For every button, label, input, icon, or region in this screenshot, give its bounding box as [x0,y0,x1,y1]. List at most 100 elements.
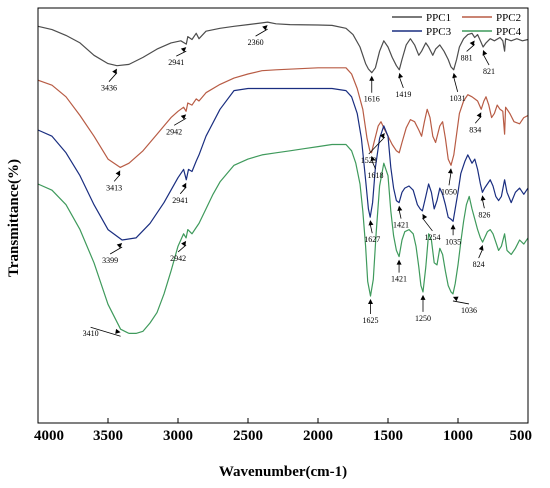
peak-label: 1627 [364,235,380,244]
peak-annotation: 1618 [367,155,383,180]
peak-annotation: 1035 [445,224,461,246]
peak-label: 821 [483,67,495,76]
peak-annotation: 3399 [102,242,123,265]
peak-annotation: 1050 [441,168,457,196]
annotation-arrow-shaft [448,172,452,186]
x-tick-label: 1000 [443,428,473,444]
annotation-arrow-head [396,259,402,265]
peak-annotation: 2942 [170,240,187,263]
peak-annotation: 881 [461,40,475,62]
peak-annotation: 824 [473,245,485,269]
peak-label: 824 [473,260,485,269]
peak-annotation: 1250 [415,294,431,323]
peak-label: 1616 [364,95,380,104]
x-tick-label: 2000 [303,428,333,444]
x-tick-label: 1500 [373,428,403,444]
peak-annotation: 1031 [450,72,466,103]
peak-annotation: 1616 [364,75,380,104]
peak-label: 2941 [172,196,188,205]
peak-label: 1421 [393,221,409,230]
peak-label: 1031 [450,94,466,103]
peak-annotation: 1254 [422,213,440,242]
annotation-arrow-head [368,299,373,305]
annotation-arrow-shaft [453,76,459,92]
annotation-arrow-shaft [481,199,485,209]
legend-label: PPC3 [426,26,452,38]
annotation-arrow-shaft [452,300,470,305]
annotation-arrow-head [116,242,123,249]
annotation-arrow-shaft [474,115,482,124]
annotation-arrow-head [476,112,482,118]
peak-label: 3413 [106,183,122,192]
annotation-arrow-shaft [478,248,484,259]
peak-label: 1036 [461,306,477,315]
legend: PPC1 PPC2 PPC3 PPC4 [392,12,522,38]
legend-label: PPC1 [426,12,451,24]
annotation-arrow-shaft [482,53,490,66]
peak-annotation: 3410 [83,326,121,338]
peak-annotation: 821 [482,50,495,76]
annotation-arrow-shaft [176,50,187,57]
annotation-arrow-head [469,40,475,46]
annotation-arrow-head [369,75,375,81]
x-axis-title: Wavenumber(cm-1) [219,464,347,480]
peak-annotation: 1523 [361,133,386,165]
annotation-arrow-head [262,25,268,31]
annotation-arrow-head [112,68,117,75]
annotation-arrow-head [368,220,374,226]
peak-annotation: 3436 [101,68,118,93]
plot-frame [37,7,529,424]
peak-label: 826 [478,210,490,219]
annotation-arrow-head [397,205,403,211]
annotation-arrow-head [450,224,456,230]
peak-annotation: 2942 [166,114,187,136]
peak-annotation: 826 [478,195,490,219]
peak-annotation: 1419 [395,72,411,99]
annotation-arrow-head [452,296,459,302]
x-tick-label: 500 [510,428,533,444]
annotation-arrow-shaft [108,72,118,82]
annotation-arrow-shaft [113,174,121,182]
annotation-arrow-head [370,155,376,162]
annotation-arrow-head [478,245,484,251]
annotation-arrow-shaft [90,326,121,337]
annotation-arrow-head [181,240,187,247]
peak-label: 3436 [101,84,117,93]
annotation-arrow-shaft [369,224,373,234]
annotation-arrow-head [180,47,187,53]
annotation-arrow-head [181,182,187,189]
peak-label: 2942 [166,127,182,136]
annotation-arrow-shaft [398,76,404,88]
annotation-arrow-head [115,328,121,334]
series-line-ppc3 [37,87,529,241]
annotation-layer: 3436 2941 2360 1616 1419 1031 881 821 3413 2942 16… [83,25,495,338]
annotation-arrow-head [180,114,187,120]
legend-item-ppc1: PPC1 [392,12,451,24]
peak-label: 1523 [361,156,377,165]
peak-label: 1254 [424,233,440,242]
series-line-ppc2 [37,67,529,168]
annotation-arrow-head [452,72,458,79]
y-axis-title: Transmittance(%) [6,159,22,277]
peak-annotation: 2360 [248,25,268,47]
annotation-arrow-shaft [422,217,433,232]
series-layer [37,21,529,334]
annotation-arrow-shaft [371,159,376,169]
peak-annotation: 1625 [363,299,379,325]
x-tick-label: 3000 [163,428,193,444]
peak-annotation: 2941 [172,182,188,205]
x-tick-label: 2500 [233,428,263,444]
peak-label: 1421 [391,275,407,284]
peak-label: 1618 [367,171,383,180]
legend-item-ppc4: PPC4 [462,26,522,38]
peak-annotation: 1421 [393,205,409,230]
annotation-arrow-head [115,170,121,176]
x-tick-label: 3500 [93,428,123,444]
peak-label: 1050 [441,187,457,196]
peak-label: 881 [461,53,473,62]
x-axis: 4000 3500 3000 2500 2000 1500 1000 500 [34,418,532,444]
annotation-arrow-head [422,213,428,220]
peak-annotation: 3413 [106,170,122,192]
series-line-ppc4 [37,143,529,334]
